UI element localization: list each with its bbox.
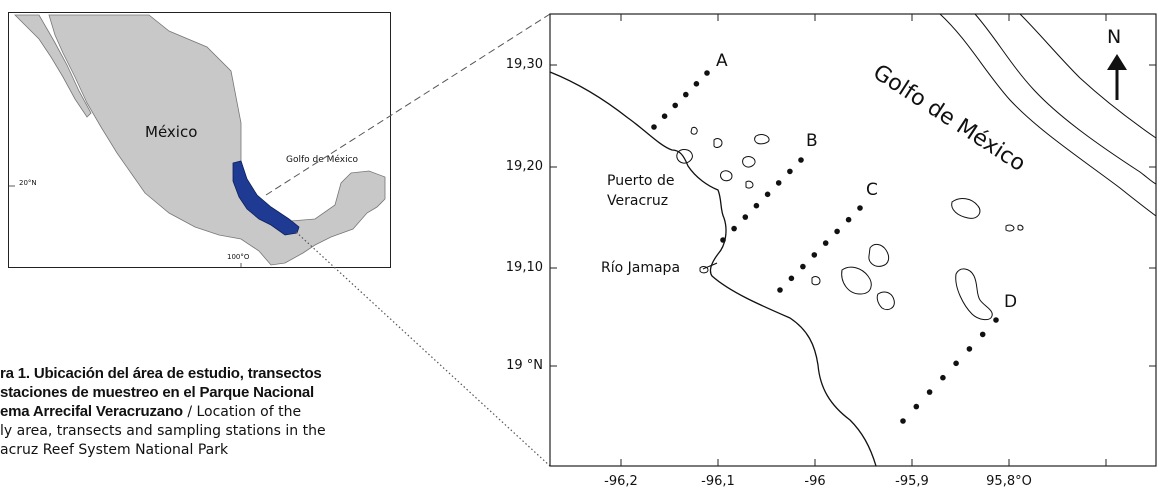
reef xyxy=(1017,224,1024,231)
station-dot-transect-b xyxy=(787,168,793,175)
reef xyxy=(720,170,733,182)
transect-label-a: A xyxy=(716,51,728,71)
transect-label-c: C xyxy=(866,180,878,200)
baja-california-shape xyxy=(14,14,92,118)
figure-caption: ra 1. Ubicación del área de estudio, tra… xyxy=(0,364,380,459)
caption-line: ra 1. Ubicación del área de estudio, tra… xyxy=(0,364,380,383)
top-ticks xyxy=(620,14,1107,21)
station-dot-transect-b xyxy=(798,157,804,163)
x-tick-label: -96,2 xyxy=(604,474,638,489)
station-dot-transect-b xyxy=(720,237,726,243)
station-dot-transect-d xyxy=(979,331,986,338)
y-tick-label: 19,30 xyxy=(505,57,543,72)
station-dot-transect-b xyxy=(775,180,782,186)
inset-lat-label: 20°N xyxy=(19,179,37,187)
main-map-frame xyxy=(549,13,1157,467)
station-dot-transect-b xyxy=(731,225,737,232)
port-label-line2: Veracruz xyxy=(607,193,669,209)
north-label: N xyxy=(1107,26,1122,48)
caption-line: staciones de muestreo en el Parque Nacio… xyxy=(0,383,380,402)
inset-map-canvas xyxy=(9,14,386,267)
station-dot-transect-a xyxy=(693,81,700,87)
port-label-line1: Puerto de xyxy=(607,173,675,189)
reef xyxy=(690,126,698,135)
x-tick-label: 95,8°O xyxy=(986,474,1032,489)
station-dot-transect-c xyxy=(857,205,863,211)
station-dot-transect-a xyxy=(683,91,689,98)
caption-line: ly area, transects and sampling stations… xyxy=(0,421,380,440)
transect-stations xyxy=(651,70,999,424)
reef xyxy=(811,276,821,286)
reef xyxy=(868,243,890,267)
station-dot-transect-d xyxy=(940,374,946,381)
station-dot-transect-a xyxy=(704,70,710,76)
station-dot-transect-d xyxy=(926,389,933,395)
x-tick-label: -96 xyxy=(804,474,826,489)
river-mouth xyxy=(702,262,718,270)
station-dot-transect-d xyxy=(913,403,920,410)
station-dot-transect-a xyxy=(661,113,668,119)
reef xyxy=(841,266,872,295)
bathymetry-contour-1 xyxy=(939,13,1157,217)
reef xyxy=(745,180,754,189)
transect-label-d: D xyxy=(1004,292,1018,312)
x-tick-label: -96,1 xyxy=(701,474,735,489)
caption-bold: ema Arrecifal Veracruzano xyxy=(0,403,183,420)
station-dot-transect-c xyxy=(777,287,783,293)
caption-line: acruz Reef System National Park xyxy=(0,440,380,459)
river-label: Río Jamapa xyxy=(601,260,681,276)
station-dot-transect-b xyxy=(742,214,749,220)
reef xyxy=(699,266,709,274)
reef xyxy=(676,149,693,164)
reef xyxy=(955,268,993,321)
y-tick-label: 19,10 xyxy=(505,260,543,275)
coastline xyxy=(549,71,877,467)
reef xyxy=(754,134,770,145)
reef xyxy=(1005,224,1015,232)
station-dot-transect-b xyxy=(764,191,771,198)
bottom-ticks xyxy=(620,459,1107,466)
reef xyxy=(876,291,895,311)
station-dot-transect-d xyxy=(900,418,906,424)
station-dot-transect-c xyxy=(822,240,829,246)
station-dot-transect-d xyxy=(953,360,959,367)
x-tick-label: -95,9 xyxy=(895,474,929,489)
reefs xyxy=(676,126,1024,321)
north-arrow-head xyxy=(1107,54,1127,70)
inset-gulf-label: Golfo de México xyxy=(286,155,359,165)
inset-map: México Golfo de México 20°N 100°O xyxy=(8,12,391,268)
station-dot-transect-c xyxy=(811,252,818,258)
y-tick-label: 19 °N xyxy=(506,358,543,373)
reef xyxy=(713,138,723,148)
caption-regular: / Location of the xyxy=(182,404,302,420)
reef xyxy=(951,198,981,219)
station-dot-transect-c xyxy=(788,275,795,282)
inset-country-label: México xyxy=(145,123,198,141)
station-dot-transect-d xyxy=(966,346,973,352)
station-dot-transect-a xyxy=(672,102,678,109)
caption-regular: ly area, transects and sampling stations… xyxy=(0,423,326,439)
station-dot-transect-c xyxy=(845,216,852,223)
inset-lon-label: 100°O xyxy=(227,253,250,261)
y-tick-label: 19,20 xyxy=(505,159,543,174)
caption-bold: staciones de muestreo en el Parque Nacio… xyxy=(0,384,315,401)
station-dot-transect-c xyxy=(834,228,840,235)
reef xyxy=(742,156,756,168)
station-dot-transect-b xyxy=(753,202,760,209)
station-dot-transect-a xyxy=(651,124,657,130)
left-ticks xyxy=(550,64,557,367)
right-ticks xyxy=(1149,64,1156,367)
station-dot-transect-d xyxy=(993,317,999,323)
transect-label-b: B xyxy=(806,131,818,151)
bathymetry-contour-3 xyxy=(1019,13,1157,139)
caption-regular: acruz Reef System National Park xyxy=(0,442,229,458)
caption-bold: ra 1. Ubicación del área de estudio, tra… xyxy=(0,365,322,382)
station-dot-transect-c xyxy=(800,263,806,270)
bathymetry-contour-2 xyxy=(974,13,1157,185)
caption-line: ema Arrecifal Veracruzano / Location of … xyxy=(0,402,380,421)
